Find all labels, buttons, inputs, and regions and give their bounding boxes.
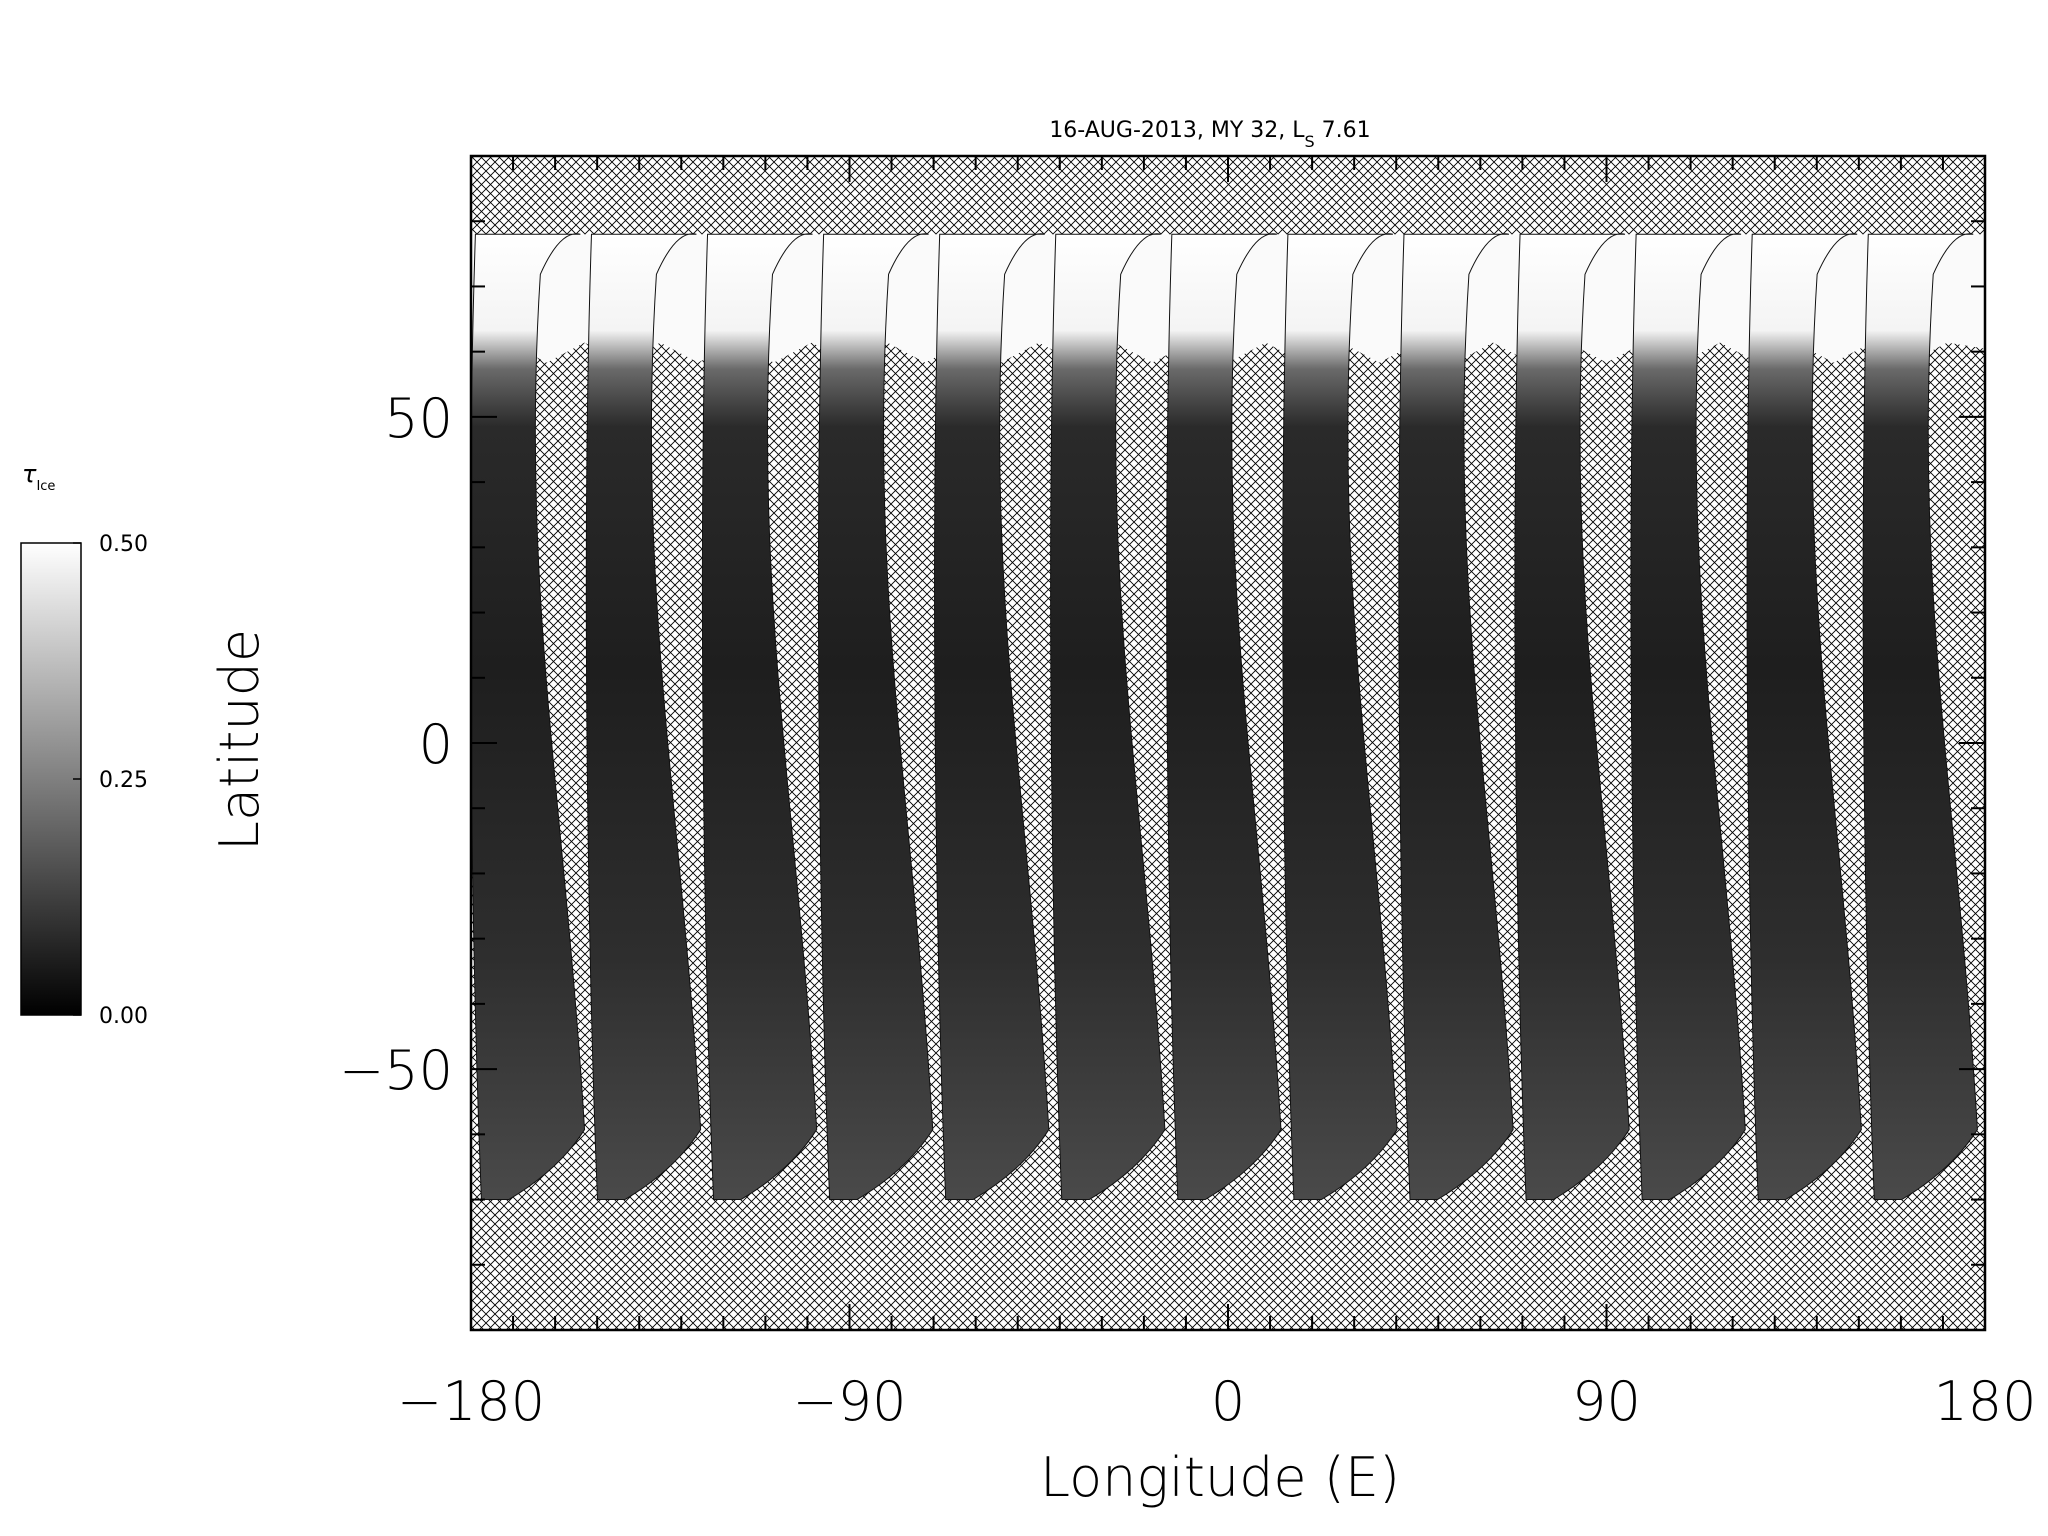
observation-swath: [585, 233, 702, 1201]
y-tick-label: 50: [384, 387, 453, 450]
colorbar-tick-label: 0.00: [99, 1004, 148, 1029]
chart-title: 16-AUG-2013, MY 32, LS 7.61: [1049, 118, 1370, 151]
observation-swath: [701, 233, 818, 1201]
x-tick-label: 0: [1211, 1370, 1245, 1433]
observation-swath: [1514, 233, 1630, 1201]
x-tick-label: 180: [1933, 1370, 2036, 1433]
x-tick-label: −180: [397, 1370, 545, 1433]
colorbar-label: τIce: [22, 460, 55, 494]
title-main: 16-AUG-2013, MY 32, L: [1049, 118, 1305, 143]
observation-swath: [1630, 233, 1746, 1201]
observation-swath: [934, 233, 1050, 1201]
observation-swath: [1398, 233, 1514, 1201]
y-tick-label: −50: [339, 1039, 453, 1102]
observation-swath: [1746, 233, 1862, 1201]
observation-swath: [1282, 233, 1398, 1201]
observation-swath: [1050, 233, 1166, 1201]
observation-swath: [471, 233, 586, 1201]
title-value: 7.61: [1315, 118, 1371, 143]
x-tick-label: 90: [1572, 1370, 1641, 1433]
plot-area: [471, 156, 1985, 1330]
y-axis-label: Latitude: [208, 629, 271, 851]
observation-swath: [817, 233, 934, 1201]
x-axis-label: Longitude (E): [1040, 1446, 1400, 1509]
y-tick-label: 0: [419, 713, 453, 776]
title-subscript: S: [1305, 132, 1315, 151]
colorbar-scale: [20, 542, 82, 1016]
x-tick-label: −90: [793, 1370, 907, 1433]
colorbar: 0.00 0.25 0.50 τIce: [20, 460, 148, 1029]
observation-swath: [1862, 233, 1978, 1201]
axes: −180 −90 0 90 180 −50 0 50: [339, 154, 2037, 1433]
colorbar-tick-label: 0.50: [99, 532, 148, 557]
colorbar-tick-label: 0.25: [99, 768, 148, 793]
observation-swath: [1166, 233, 1282, 1201]
